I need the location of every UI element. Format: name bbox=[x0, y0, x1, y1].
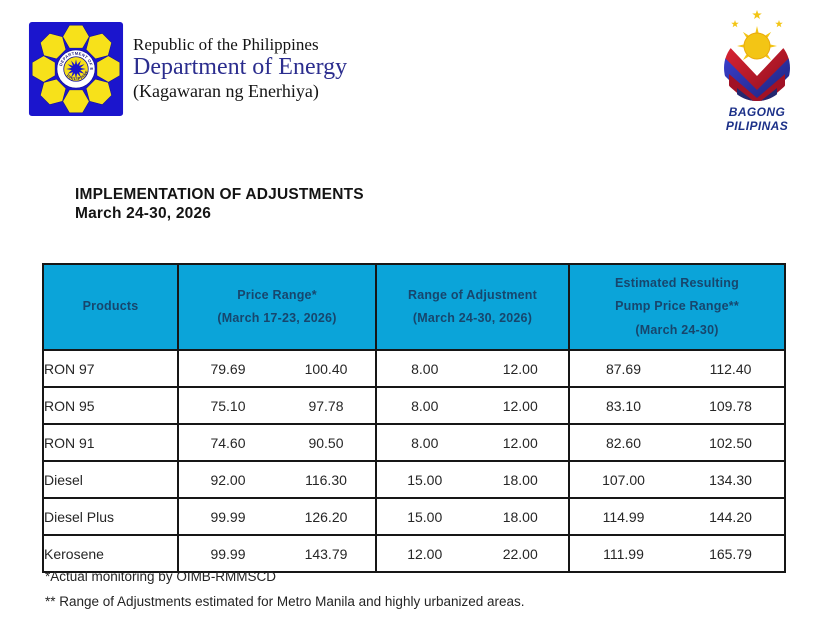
bagong-pilipinas-label: BAGONG PILIPINAS bbox=[725, 105, 789, 133]
adjustment-range-cell: 8.00 12.00 bbox=[375, 386, 570, 425]
adjustment-range-cell: 8.00 12.00 bbox=[375, 349, 570, 388]
price-adjustment-table: Products Price Range* (March 17-23, 2026… bbox=[42, 263, 786, 573]
bagong-pilipinas-logo: BAGONG PILIPINAS bbox=[696, 6, 818, 133]
adjustment-range-cell: 15.00 18.00 bbox=[375, 497, 570, 536]
table-row: Diesel Plus 99.99 126.20 15.00 18.00 114.9… bbox=[42, 497, 786, 536]
header-range-of-adjustment: Range of Adjustment (March 24-30, 2026) bbox=[375, 263, 570, 351]
price-range-cell: 92.00 116.30 bbox=[177, 460, 377, 499]
product-name: Diesel bbox=[42, 460, 179, 499]
estimated-range-cell: 83.10 109.78 bbox=[568, 386, 786, 425]
product-name: Diesel Plus bbox=[42, 497, 179, 536]
bagong-pilipinas-icon bbox=[724, 10, 790, 101]
table-row: Kerosene 99.99 143.79 12.00 22.00 111.99 16… bbox=[42, 534, 786, 573]
estimated-range-cell: 82.60 102.50 bbox=[568, 423, 786, 462]
doe-seal-icon: DEPARTMENT OF ENERGY PHILIPPINES bbox=[25, 16, 125, 118]
table-row: RON 97 79.69 100.40 8.00 12.00 87.69 112.40 bbox=[42, 349, 786, 388]
product-name: RON 91 bbox=[42, 423, 179, 462]
price-range-cell: 75.10 97.78 bbox=[177, 386, 377, 425]
header-estimated-pump-price: Estimated Resulting Pump Price Range** (… bbox=[568, 263, 786, 351]
estimated-range-cell: 114.99 144.20 bbox=[568, 497, 786, 536]
sun-icon bbox=[737, 26, 777, 63]
agency-header: Republic of the Philippines Department o… bbox=[133, 36, 347, 101]
adjustment-range-cell: 15.00 18.00 bbox=[375, 460, 570, 499]
price-range-cell: 79.69 100.40 bbox=[177, 349, 377, 388]
price-range-cell: 74.60 90.50 bbox=[177, 423, 377, 462]
table-row: RON 95 75.10 97.78 8.00 12.00 83.10 109.78 bbox=[42, 386, 786, 425]
header-price-range: Price Range* (March 17-23, 2026) bbox=[177, 263, 377, 351]
republic-line: Republic of the Philippines bbox=[133, 35, 319, 54]
table-header-row: Products Price Range* (March 17-23, 2026… bbox=[42, 263, 786, 351]
footnote-monitoring: *Actual monitoring by OIMB-RMMSCD bbox=[45, 569, 277, 584]
product-name: RON 97 bbox=[42, 349, 179, 388]
estimated-range-cell: 111.99 165.79 bbox=[568, 534, 786, 573]
department-name-filipino: (Kagawaran ng Enerhiya) bbox=[133, 81, 319, 102]
table-row: Diesel 92.00 116.30 15.00 18.00 107.00 134.… bbox=[42, 460, 786, 499]
title-line1: IMPLEMENTATION OF ADJUSTMENTS bbox=[75, 186, 364, 203]
department-name: Department of Energy bbox=[133, 53, 348, 80]
adjustment-range-cell: 12.00 22.00 bbox=[375, 534, 570, 573]
footnote-adjustment-scope: ** Range of Adjustments estimated for Me… bbox=[45, 594, 525, 609]
table-row: RON 91 74.60 90.50 8.00 12.00 82.60 102.50 bbox=[42, 423, 786, 462]
footnotes: *Actual monitoring by OIMB-RMMSCD ** Ran… bbox=[45, 564, 525, 614]
document-title: IMPLEMENTATION OF ADJUSTMENTS March 24-3… bbox=[75, 185, 364, 223]
title-line2: March 24-30, 2026 bbox=[75, 205, 212, 222]
product-name: Kerosene bbox=[42, 534, 179, 573]
price-range-cell: 99.99 126.20 bbox=[177, 497, 377, 536]
product-name: RON 95 bbox=[42, 386, 179, 425]
adjustment-range-cell: 8.00 12.00 bbox=[375, 423, 570, 462]
estimated-range-cell: 107.00 134.30 bbox=[568, 460, 786, 499]
price-range-cell: 99.99 143.79 bbox=[177, 534, 377, 573]
estimated-range-cell: 87.69 112.40 bbox=[568, 349, 786, 388]
seal-sunburst-icon bbox=[66, 59, 86, 79]
header-products: Products bbox=[42, 263, 179, 351]
